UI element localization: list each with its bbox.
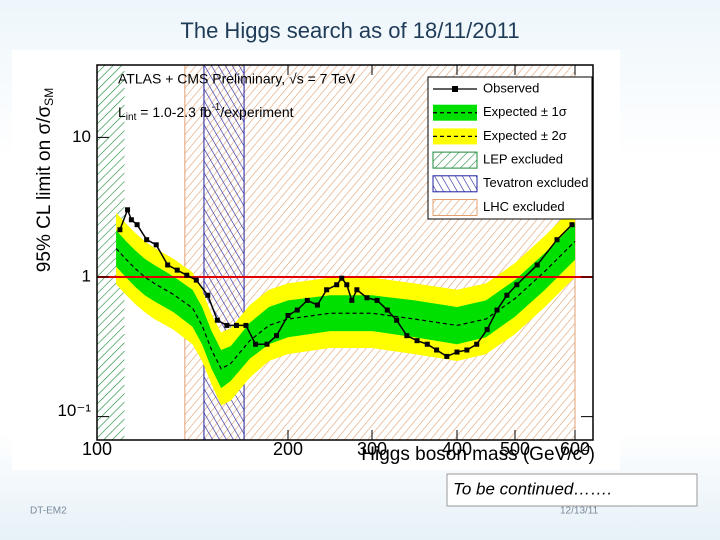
observed-point (454, 349, 460, 355)
legend-label: Expected ± 2σ (483, 128, 567, 143)
annotation-part: /experiment (220, 104, 293, 120)
legend-label: LHC excluded (483, 199, 565, 214)
observed-point (484, 327, 490, 333)
observed-point (534, 262, 540, 268)
annotation-part: -1 (211, 102, 220, 113)
x-tick-label: 100 (82, 439, 112, 459)
observed-point (117, 227, 123, 233)
observed-point (434, 347, 440, 353)
observed-point (224, 322, 230, 328)
x-tick-label: 600 (560, 439, 590, 459)
legend-swatch (432, 175, 478, 193)
y-label-part: SM (42, 88, 56, 106)
x-tick-label: 500 (500, 439, 530, 459)
observed-point (294, 307, 300, 313)
observed-point (274, 333, 280, 339)
x-label-part: 2 (582, 440, 589, 454)
expected-line (115, 240, 576, 370)
note: To be continued……. (453, 479, 612, 498)
annotation: Lint = 1.0-2.3 fb-1/experiment (118, 102, 294, 123)
legend-label: Observed (483, 80, 539, 95)
slide-title: The Higgs search as of 18/11/2011 (180, 18, 519, 43)
observed-point (205, 292, 211, 298)
legend-swatch (432, 151, 478, 169)
observed-point (354, 287, 360, 293)
observed-point (569, 222, 575, 228)
observed-point (349, 297, 355, 303)
observed-point (214, 317, 220, 323)
observed-point (464, 347, 470, 353)
observed-point (243, 322, 249, 328)
observed-point (144, 237, 150, 243)
y-tick-label: 10⁻¹ (57, 401, 91, 420)
observed-point (554, 237, 560, 243)
legend-label: LEP excluded (483, 152, 563, 167)
legend-label: Tevatron excluded (483, 175, 589, 190)
observed-point (444, 353, 450, 359)
observed-point (285, 312, 291, 318)
observed-point (264, 341, 270, 347)
x-label-part: Higgs boson mass (GeV/c (361, 444, 582, 465)
observed-point (414, 338, 420, 344)
observed-point (324, 287, 330, 293)
observed-point (474, 341, 480, 347)
observed-point (384, 307, 390, 313)
y-tick-label: 1 (82, 266, 91, 285)
observed-point (174, 267, 180, 273)
observed-point (339, 275, 345, 281)
observed-point (184, 272, 190, 278)
observed-point (394, 317, 400, 323)
x-tick-label: 400 (442, 439, 472, 459)
legend-label: Expected ± 1σ (483, 104, 567, 119)
observed-point (334, 282, 340, 288)
legend-swatch (432, 199, 478, 216)
band (116, 223, 575, 389)
y-tick-label: 10 (72, 127, 91, 146)
y-axis-label: 95% CL limit on σ/σSM (34, 88, 56, 272)
footer-left: DT-EM2 (30, 506, 67, 517)
observed-point (514, 282, 520, 288)
observed-point (165, 262, 171, 268)
observed-point (504, 292, 510, 298)
annotation-part: int (126, 112, 137, 123)
x-tick-label: 300 (357, 439, 387, 459)
observed-point (253, 341, 259, 347)
plot-frame (96, 64, 594, 441)
observed-point (193, 277, 199, 283)
observed-point (374, 297, 380, 303)
annotation: ATLAS + CMS Preliminary, √s = 7 TeV (118, 71, 356, 87)
x-axis-label: Higgs boson mass (GeV/c2) (361, 440, 595, 465)
observed-point (233, 322, 239, 328)
observed-point (134, 222, 140, 228)
observed-point (125, 207, 131, 213)
observed-point (424, 341, 430, 347)
note-box (446, 473, 698, 507)
annotation-part: = 1.0-2.3 fb (136, 104, 211, 120)
observed-point (494, 307, 500, 313)
observed-point (128, 217, 134, 223)
observed-point (314, 302, 320, 308)
y-label-part: 95% CL limit on σ/σ (34, 106, 55, 273)
observed-point (344, 282, 350, 288)
observed-point (153, 242, 159, 248)
plot: 100 200 300 400 500 600 10⁻¹ 1 10 Observed Expecte… (57, 64, 594, 459)
observed-point (304, 297, 310, 303)
legend-swatch (452, 86, 458, 92)
x-tick-label: 200 (273, 439, 303, 459)
annotation-part: L (118, 104, 126, 120)
footer-right: 12/13/11 (560, 506, 599, 517)
x-label-part: ) (589, 444, 595, 465)
observed-point (364, 295, 370, 301)
observed-point (404, 333, 410, 339)
legend-box (427, 76, 593, 220)
